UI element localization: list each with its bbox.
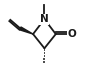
Text: N: N <box>40 14 49 24</box>
Polygon shape <box>20 27 33 34</box>
Text: O: O <box>68 29 76 39</box>
